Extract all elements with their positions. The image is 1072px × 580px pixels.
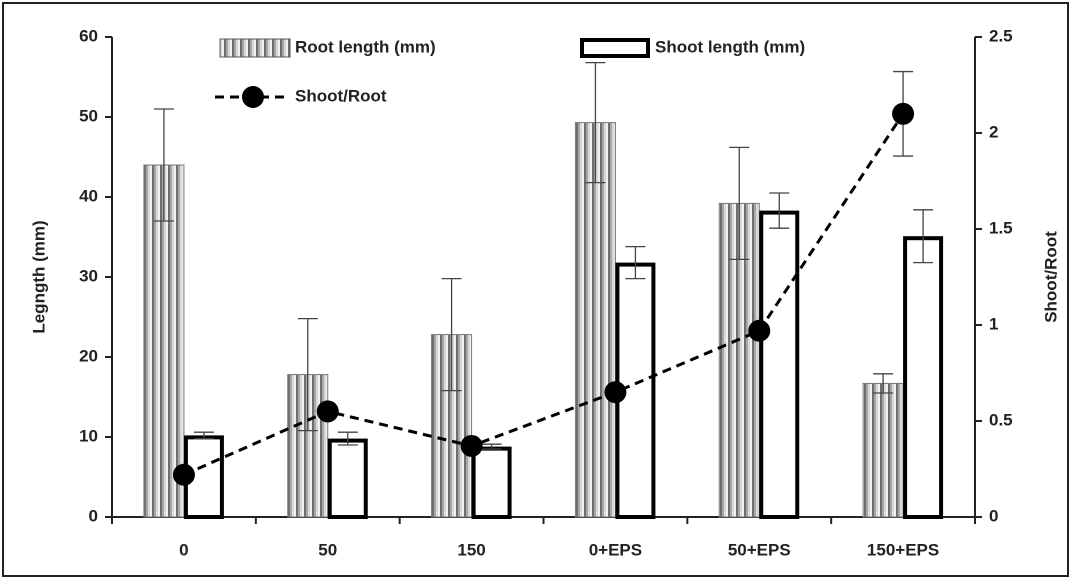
error-bar [625, 245, 646, 280]
ratio-point [892, 102, 915, 125]
error-bar [297, 317, 318, 432]
root-bar [862, 382, 904, 518]
y2-tick-label: 2.5 [989, 26, 1013, 45]
x-tick-label: 0+EPS [589, 540, 642, 559]
ratio-point [172, 463, 195, 486]
error-bar [193, 431, 214, 440]
legend-swatch [219, 38, 291, 58]
x-tick-label: 150+EPS [867, 540, 939, 559]
y-tick-label: 40 [79, 186, 98, 205]
root-bar [287, 374, 329, 518]
error-bar [153, 108, 174, 222]
x-tick-label: 150 [457, 540, 485, 559]
y-tick-label: 0 [89, 506, 98, 525]
error-bar [729, 146, 750, 261]
x-tick-label: 50+EPS [728, 540, 791, 559]
legend-swatch [580, 38, 650, 58]
y2-axis-label: Shoot/Root [1041, 231, 1060, 323]
error-bar [585, 61, 606, 184]
error-bar [337, 431, 358, 446]
legend-label: Shoot length (mm) [655, 37, 805, 56]
x-tick-label: 0 [179, 540, 188, 559]
ratio-point [316, 400, 339, 423]
error-bar [441, 277, 462, 392]
root-bar [143, 164, 185, 518]
shoot-bar [759, 210, 800, 519]
legend-label: Root length (mm) [295, 37, 436, 56]
y2-tick-label: 0 [989, 506, 998, 525]
y-tick-label: 60 [79, 26, 98, 45]
root-bar [574, 122, 616, 518]
legend-label: Shoot/Root [295, 86, 387, 105]
y-tick-label: 20 [79, 346, 98, 365]
y-tick-label: 50 [79, 106, 98, 125]
y-axis-label: Legngth (mm) [29, 220, 48, 333]
shoot-bar [903, 236, 944, 519]
error-bar [481, 443, 502, 450]
error-bar [873, 373, 894, 394]
error-bar [769, 192, 790, 229]
ratio-point [604, 381, 627, 404]
ratio-line [183, 112, 905, 477]
y2-tick-label: 0.5 [989, 410, 1013, 429]
y2-tick-label: 2 [989, 122, 998, 141]
shoot-bar [327, 438, 368, 520]
ratio-point [748, 319, 771, 342]
legend-marker [242, 86, 264, 108]
error-bar [913, 209, 934, 264]
ratio-point [460, 434, 483, 457]
y2-tick-label: 1 [989, 314, 998, 333]
shoot-bar [471, 446, 512, 520]
y-tick-label: 30 [79, 266, 98, 285]
x-tick-label: 50 [318, 540, 337, 559]
y2-tick-label: 1.5 [989, 218, 1013, 237]
y-tick-label: 10 [79, 426, 98, 445]
